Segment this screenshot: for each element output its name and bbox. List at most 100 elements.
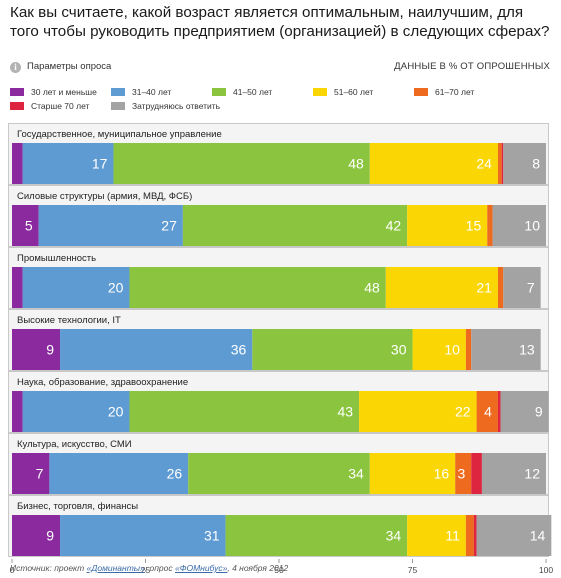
legend-label: 51–60 лет	[334, 87, 374, 97]
data-label: 9	[46, 528, 54, 544]
data-label: 9	[46, 342, 54, 358]
data-label: 7	[527, 280, 535, 296]
data-label: 36	[231, 342, 247, 358]
category-label: Бизнес, торговля, финансы	[17, 501, 138, 512]
data-label: 16	[434, 466, 450, 482]
bar-segment	[369, 143, 498, 184]
legend-label: Затрудняюсь ответить	[132, 101, 221, 111]
legend-label: Старше 70 лет	[31, 101, 90, 111]
bar-segment	[60, 515, 226, 556]
bar-segment	[22, 143, 114, 184]
bar-segment	[465, 329, 472, 370]
data-label: 10	[444, 342, 460, 358]
data-label: 43	[338, 404, 354, 420]
data-label: 31	[204, 528, 220, 544]
legend-swatch	[111, 102, 125, 110]
bar-segment	[129, 267, 386, 308]
bar-segment	[12, 515, 61, 556]
category-label: Промышленность	[17, 253, 96, 264]
bar-segment	[497, 267, 504, 308]
legend-swatch	[10, 88, 24, 96]
bar-segment	[22, 267, 130, 308]
bar-segment	[492, 205, 546, 246]
x-tick-label: 25	[141, 565, 151, 575]
data-label: 9	[535, 404, 543, 420]
bar-segment	[412, 329, 466, 370]
bar-segment	[369, 453, 456, 494]
bar-segment	[476, 391, 498, 432]
dominanty-link[interactable]: «Доминанты»	[86, 563, 145, 573]
bar-segment	[407, 205, 488, 246]
bar-segment	[225, 515, 408, 556]
bar-segment	[503, 143, 546, 184]
info-icon[interactable]: i	[10, 62, 21, 73]
legend: 30 лет и меньше 31–40 лет 41–50 лет 51–60 л…	[10, 87, 550, 117]
data-label: 21	[476, 280, 492, 296]
x-tick-label: 100	[539, 565, 553, 575]
category-label: Силовые структуры (армия, МВД, ФСБ)	[17, 191, 192, 202]
legend-label: 41–50 лет	[233, 87, 273, 97]
legend-swatch	[414, 88, 428, 96]
data-label: 11	[445, 528, 460, 544]
bar-segment	[473, 515, 477, 556]
bar-segment	[129, 391, 360, 432]
data-label: 14	[530, 528, 546, 544]
x-tick-label: 50	[274, 565, 284, 575]
bar-segment	[60, 329, 253, 370]
legend-swatch	[10, 102, 24, 110]
data-label: 22	[455, 404, 471, 420]
data-label: 42	[386, 218, 402, 234]
survey-params-row: i Параметры опроса ДАННЫЕ В % ОТ ОПРОШЕН…	[10, 61, 550, 76]
legend-swatch	[212, 88, 226, 96]
data-label: 20	[108, 404, 124, 420]
data-label: 34	[348, 466, 364, 482]
category-label: Наука, образование, здравоохранение	[17, 377, 188, 388]
bar-segment	[359, 391, 477, 432]
bar-segment	[188, 453, 370, 494]
data-label: 20	[108, 280, 124, 296]
bar-segment	[476, 515, 552, 556]
bar-segment	[182, 205, 408, 246]
bar-segment	[38, 205, 183, 246]
bar-segment	[503, 267, 541, 308]
data-label: 30	[391, 342, 407, 358]
bar-segment	[12, 329, 61, 370]
source-middle: , опрос	[144, 563, 175, 573]
bar-segment	[12, 205, 39, 246]
legend-label: 31–40 лет	[132, 87, 172, 97]
legend-swatch	[313, 88, 327, 96]
data-label: 12	[524, 466, 540, 482]
bar-segment	[407, 515, 466, 556]
bar-segment	[465, 515, 474, 556]
data-label: 34	[386, 528, 402, 544]
data-label: 13	[519, 342, 535, 358]
fomnibus-link[interactable]: «ФОМнибус»	[174, 563, 228, 573]
chart-title: Как вы считаете, какой возраст является …	[10, 4, 550, 40]
bar-segment	[497, 391, 501, 432]
source-suffix: , 4 ноября 2012	[227, 563, 289, 573]
x-tick-label: 75	[408, 565, 418, 575]
bar-segment	[501, 143, 504, 184]
legend-label: 30 лет и меньше	[31, 87, 97, 97]
category-label: Высокие технологии, IT	[17, 315, 121, 326]
data-label: 8	[532, 156, 540, 172]
bar-segment	[12, 143, 23, 184]
data-label: 10	[524, 218, 540, 234]
data-label: 7	[36, 466, 44, 482]
survey-params-link[interactable]: Параметры опроса	[27, 61, 112, 72]
data-label: 48	[364, 280, 380, 296]
bar-segment	[471, 329, 541, 370]
legend-swatch	[111, 88, 125, 96]
data-label: 5	[25, 218, 33, 234]
data-label: 3	[457, 466, 465, 482]
bar-segment	[49, 453, 189, 494]
category-label: Культура, искусство, СМИ	[17, 439, 132, 450]
bar-segment	[113, 143, 370, 184]
bar-segment	[12, 453, 50, 494]
bar-segment	[500, 391, 549, 432]
bar-segment	[12, 391, 23, 432]
x-tick-label: 0	[10, 565, 15, 575]
data-label: 4	[484, 404, 492, 420]
data-label: 24	[476, 156, 492, 172]
